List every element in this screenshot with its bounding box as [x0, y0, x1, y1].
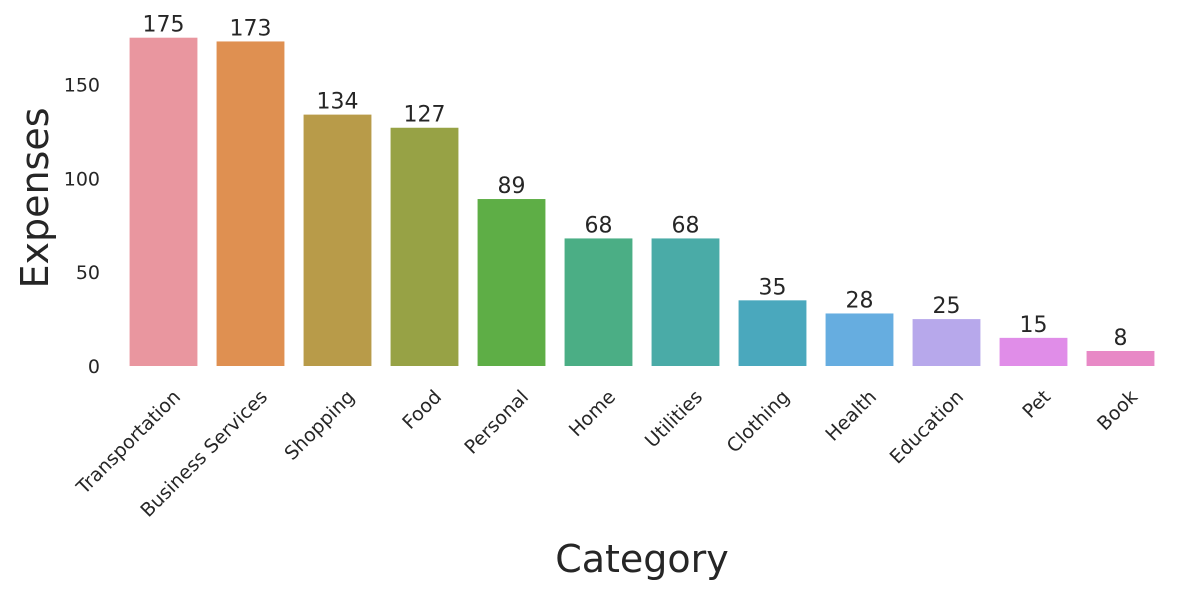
x-axis-title: Category: [555, 537, 729, 581]
bar-value-label: 68: [672, 213, 700, 238]
x-tick-label: Pet: [1018, 386, 1055, 423]
bar-value-label: 8: [1114, 326, 1128, 351]
x-tick-label: Health: [821, 386, 881, 446]
x-tick-label: Food: [398, 386, 446, 434]
bar: [825, 313, 894, 366]
bar: [999, 337, 1068, 366]
x-tick-label: Shopping: [280, 386, 359, 465]
x-tick-label: Clothing: [723, 386, 794, 457]
bar-value-label: 25: [933, 294, 961, 319]
y-tick-label: 50: [76, 262, 100, 284]
bar-value-label: 35: [759, 275, 787, 300]
bar: [564, 238, 633, 366]
x-tick-label: Utilities: [641, 386, 707, 452]
y-tick-label: 0: [88, 356, 100, 378]
bar: [1086, 350, 1155, 366]
y-axis-title: Expenses: [13, 107, 57, 288]
bar-value-label: 134: [317, 90, 359, 115]
bar-value-label: 173: [230, 16, 272, 41]
bar: [129, 37, 198, 366]
bar: [390, 127, 459, 366]
bar: [651, 238, 720, 366]
x-tick-label: Personal: [460, 386, 533, 459]
x-tick-label: Education: [886, 386, 968, 468]
bar-value-label: 89: [498, 174, 526, 199]
bar-value-label: 68: [585, 213, 613, 238]
y-axis-ticks: 0 50 100 150: [64, 75, 100, 378]
bar: [738, 300, 807, 366]
bar-value-label: 28: [846, 288, 874, 313]
bar: [216, 41, 285, 367]
x-tick-label: Book: [1093, 386, 1142, 435]
y-tick-label: 100: [64, 168, 100, 190]
bars: [129, 37, 1155, 367]
y-tick-label: 150: [64, 75, 100, 97]
bar-value-label: 175: [143, 13, 185, 38]
bar-value-labels: 175 173 134 127 89 68 68 35 28 25 15 8: [143, 13, 1128, 351]
bar-value-label: 127: [404, 103, 446, 128]
bar: [477, 199, 546, 366]
bar: [303, 114, 372, 366]
bar: [912, 319, 981, 366]
bar-value-label: 15: [1020, 313, 1048, 338]
x-tick-label: Home: [565, 386, 620, 441]
